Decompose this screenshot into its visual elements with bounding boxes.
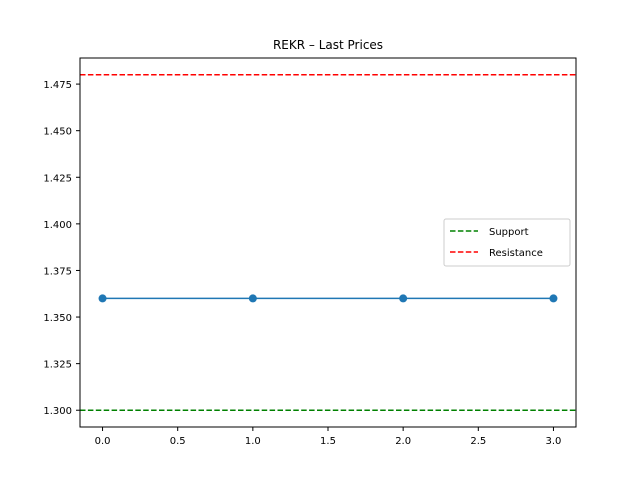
x-tick-label: 2.5 bbox=[470, 436, 486, 447]
y-axis: 1.300 1.325 1.350 1.375 1.400 1.425 1.450 1.475 bbox=[43, 80, 80, 417]
y-tick-label: 1.375 bbox=[43, 266, 72, 277]
data-point bbox=[98, 294, 107, 303]
x-tick-label: 3.0 bbox=[546, 436, 562, 447]
x-tick-label: 1.5 bbox=[320, 436, 336, 447]
y-tick-label: 1.300 bbox=[43, 406, 72, 417]
x-tick-label: 2.0 bbox=[395, 436, 411, 447]
legend-label: Resistance bbox=[489, 248, 543, 259]
x-tick-label: 0.5 bbox=[170, 436, 186, 447]
x-tick-label: 1.0 bbox=[245, 436, 261, 447]
y-tick-label: 1.350 bbox=[43, 313, 72, 324]
data-point bbox=[248, 294, 257, 303]
y-tick-label: 1.325 bbox=[43, 360, 72, 371]
x-tick-label: 0.0 bbox=[95, 436, 111, 447]
legend: Support Resistance bbox=[443, 218, 571, 267]
plot-frame bbox=[79, 57, 577, 428]
y-tick-label: 1.425 bbox=[43, 173, 72, 184]
chart-title: REKR – Last Prices bbox=[273, 38, 383, 52]
legend-label: Support bbox=[489, 227, 529, 238]
reference-lines bbox=[80, 74, 576, 411]
y-tick-label: 1.475 bbox=[43, 80, 72, 91]
y-tick-label: 1.450 bbox=[43, 127, 72, 138]
series-group bbox=[98, 294, 558, 303]
x-axis: 0.0 0.5 1.0 1.5 2.0 2.5 3.0 bbox=[95, 427, 562, 447]
y-tick-label: 1.400 bbox=[43, 220, 72, 231]
data-point bbox=[549, 294, 558, 303]
data-point bbox=[399, 294, 408, 303]
